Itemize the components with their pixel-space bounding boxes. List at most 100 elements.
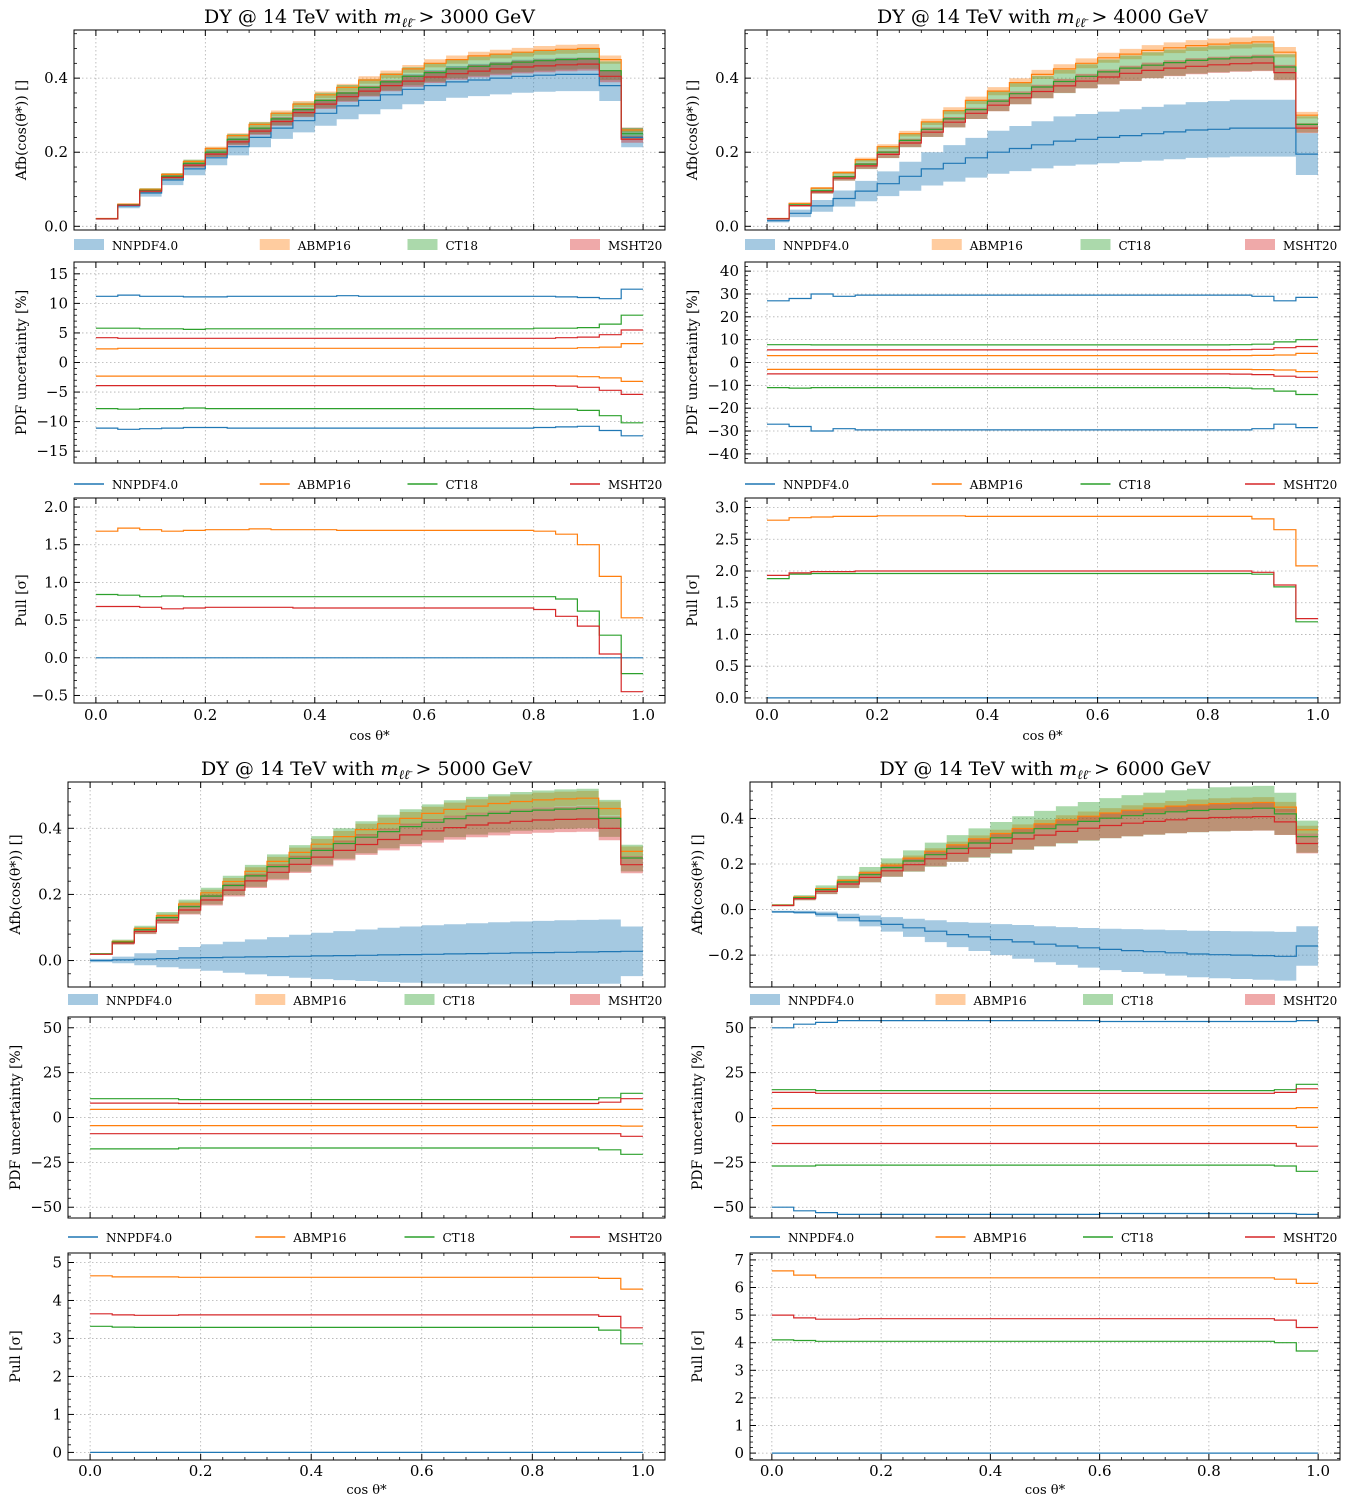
chart-title: DY @ 14 TeV with mℓℓ̄ > 4000 GeV: [877, 6, 1208, 31]
y-tick-label: 15: [49, 265, 68, 283]
unc-lower-ct18: [771, 1164, 1319, 1172]
afb-band-nnpdf40: [771, 910, 1319, 981]
y-tick-label: 1.0: [44, 573, 68, 591]
y-tick-label: 3: [52, 1329, 62, 1347]
y-axis-label: Pull [σ]: [14, 574, 30, 626]
pull-line-abmp16: [771, 1270, 1319, 1284]
y-tick-label: 0: [52, 1443, 62, 1461]
y-tick-label: 0: [58, 354, 68, 372]
x-tick-label: 0.2: [869, 1462, 893, 1480]
afb-line-ct18: [90, 807, 643, 955]
y-tick-label: −10: [707, 376, 739, 394]
y-tick-label: 0.4: [38, 819, 62, 837]
afb-band-ct18: [95, 48, 644, 220]
legend-entry: NNPDF4.0: [745, 478, 849, 492]
legend-label: NNPDF4.0: [106, 994, 172, 1008]
x-tick-label: 0.8: [1197, 1462, 1221, 1480]
y-tick-label: 5: [52, 1253, 62, 1271]
y-tick-label: 25: [43, 1064, 62, 1082]
unc-upper-abmp16: [771, 1107, 1319, 1110]
unc-upper-msht20: [95, 329, 644, 339]
legend-entry: ABMP16: [259, 478, 351, 492]
x-tick-label: 1.0: [631, 1462, 655, 1480]
legend-label: NNPDF4.0: [788, 994, 854, 1008]
legend-entry: MSHT20: [570, 994, 662, 1008]
legend-label: CT18: [1121, 994, 1153, 1008]
x-tick-label: 0.8: [520, 1462, 544, 1480]
legend-entry: MSHT20: [1245, 478, 1337, 492]
y-tick-label: 2: [734, 1389, 744, 1407]
y-tick-label: 0.2: [38, 885, 62, 903]
afb-series: [771, 785, 1319, 981]
y-tick-label: −50: [712, 1198, 744, 1216]
legend-swatch: [259, 239, 290, 250]
afb-band-msht20: [90, 806, 643, 955]
y-axis-label: Afb(cos(θ*)) []: [690, 834, 706, 935]
axes-frame: [749, 1252, 1341, 1461]
x-tick-label: 0.4: [978, 1462, 1002, 1480]
legend-entry: NNPDF4.0: [750, 1231, 854, 1245]
y-tick-label: 7: [734, 1251, 744, 1269]
y-tick-label: 0.5: [44, 611, 68, 629]
y-tick-label: −25: [712, 1153, 744, 1171]
legend-entry: ABMP16: [935, 994, 1027, 1008]
y-tick-label: 2.5: [715, 530, 739, 548]
afb-line-msht20: [771, 816, 1319, 907]
pull-line-abmp16: [90, 1275, 643, 1290]
axes-frame: [67, 1252, 666, 1461]
legend-label: ABMP16: [969, 478, 1023, 492]
y-tick-label: 4: [52, 1291, 62, 1309]
y-tick-label: 1: [734, 1417, 744, 1435]
y-tick-label: 0: [734, 1444, 744, 1462]
legend-label: MSHT20: [608, 994, 662, 1008]
legend-entry: MSHT20: [570, 1231, 662, 1245]
legend-label: ABMP16: [973, 1231, 1027, 1245]
y-tick-label: 30: [720, 285, 739, 303]
legend-entry: NNPDF4.0: [74, 239, 178, 253]
y-tick-label: 1.0: [715, 625, 739, 643]
y-tick-label: 20: [720, 308, 739, 326]
x-tick-label: 0.6: [412, 706, 436, 724]
y-tick-label: 10: [49, 294, 68, 312]
y-tick-label: −20: [707, 399, 739, 417]
legend-label: ABMP16: [973, 994, 1027, 1008]
legend-entry: MSHT20: [1245, 1231, 1337, 1245]
chart-title: DY @ 14 TeV with mℓℓ̄ > 5000 GeV: [201, 758, 532, 783]
pull-series: [90, 1275, 643, 1453]
x-tick-label: 0.6: [1086, 706, 1110, 724]
pull-series: [771, 1270, 1319, 1454]
legend-swatch: [745, 239, 775, 250]
axes-frame: [744, 497, 1341, 704]
afb-line-msht20: [95, 63, 644, 220]
legend-entry: NNPDF4.0: [745, 239, 849, 253]
legend-entry: NNPDF4.0: [74, 478, 178, 492]
legend-label: CT18: [1121, 1231, 1153, 1245]
legend-swatch: [931, 239, 962, 250]
legend-label: NNPDF4.0: [106, 1231, 172, 1245]
x-axis-label: cos θ*: [349, 729, 390, 744]
y-tick-label: 0.0: [44, 217, 68, 235]
pull-line-abmp16: [95, 527, 644, 619]
legend-entry: MSHT20: [570, 239, 662, 253]
unc-lower-ct18: [767, 387, 1318, 396]
unc-upper-ct18: [771, 1083, 1319, 1092]
y-tick-label: 25: [725, 1064, 744, 1082]
y-tick-label: −50: [30, 1198, 62, 1216]
y-tick-label: 1.5: [715, 594, 739, 612]
y-tick-label: 0.2: [715, 143, 739, 161]
x-tick-label: 0.8: [522, 706, 546, 724]
legend-label: ABMP16: [292, 994, 346, 1008]
legend-entry: NNPDF4.0: [750, 994, 854, 1008]
unc-lower-msht20: [90, 1133, 643, 1137]
afb-series: [95, 44, 644, 220]
axes-frame: [67, 781, 666, 988]
unc-lower-nnpdf40: [771, 1206, 1319, 1215]
y-tick-label: −15: [36, 442, 68, 460]
unc-lower-abmp16: [767, 368, 1318, 373]
x-tick-label: 0.2: [193, 706, 217, 724]
y-tick-label: −25: [30, 1153, 62, 1171]
y-tick-label: 0.5: [715, 657, 739, 675]
unc-upper-msht20: [767, 345, 1318, 351]
pull-line-ct18: [90, 1325, 643, 1345]
